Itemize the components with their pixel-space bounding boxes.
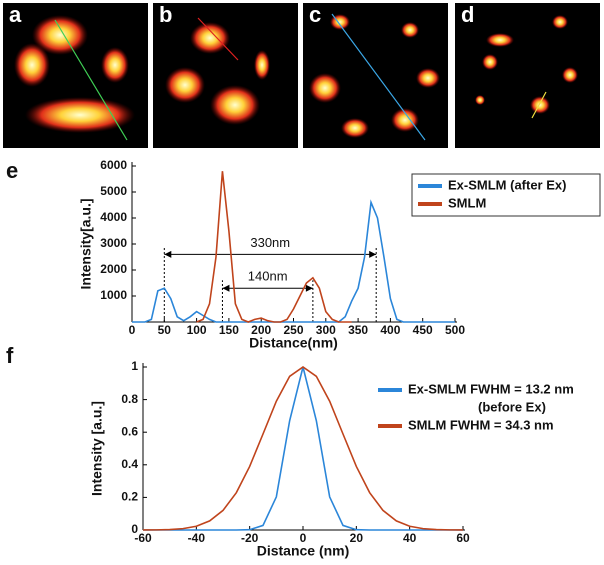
y-tick-label: 0.2 [121,490,138,504]
blobs-a [14,15,135,141]
x-tick-label: -20 [241,531,259,545]
blobs-d [475,15,578,119]
y-axis-label: Intensity[a.u.] [78,198,94,289]
x-tick-label: 40 [403,531,417,545]
y-tick-label: 5000 [100,184,127,198]
x-tick-label: 200 [251,323,271,337]
x-tick-label: 400 [380,323,400,337]
y-tick-label: 0.8 [121,392,138,406]
x-tick-label: 450 [413,323,433,337]
legend-label: Ex-SMLM (after Ex) [448,177,566,192]
image-d [455,3,600,148]
arrow-head [305,284,313,292]
x-tick-label: 20 [350,531,364,545]
x-tick-label: 350 [348,323,368,337]
series-line [196,171,352,323]
y-tick-label: 0.6 [121,424,138,438]
x-tick-label: 500 [445,323,465,337]
x-tick-label: 100 [187,323,207,337]
panel-label: e [6,158,18,183]
y-tick-label: 4000 [100,210,127,224]
panel-label: a [9,2,22,27]
x-tick-label: -60 [134,531,152,545]
x-tick-label: 50 [158,323,172,337]
arrow-head [222,284,230,292]
image-panels [3,3,600,148]
legend-label: Ex-SMLM FWHM = 13.2 nm [408,381,574,396]
legend-label: SMLM [448,195,486,210]
y-tick-label: 1 [131,359,138,373]
legend-label: SMLM FWHM = 34.3 nm [408,417,554,432]
series-line [132,199,455,323]
x-axis-label: Distance (nm) [257,543,350,559]
x-tick-label: 300 [316,323,336,337]
blobs-c [309,13,440,141]
x-tick-label: 150 [219,323,239,337]
annotation-label: 330nm [250,235,290,250]
blobs-b [165,17,270,125]
y-tick-label: 0 [131,522,138,536]
x-tick-label: 0 [129,323,136,337]
x-axis-label: Distance(nm) [249,335,338,351]
x-tick-label: 250 [283,323,303,337]
x-tick-label: 0 [300,531,307,545]
y-axis-label: Intensity [a.u.] [89,401,105,496]
arrow-head [164,250,172,258]
panel-label: b [159,2,172,27]
legend-label: (before Ex) [478,399,546,414]
x-tick-label: -40 [188,531,206,545]
x-tick-label: 60 [456,531,470,545]
annotation-label: 140nm [248,269,288,284]
y-tick-label: 6000 [100,158,127,172]
y-tick-label: 3000 [100,236,127,250]
y-tick-label: 1000 [100,288,127,302]
arrow-head [369,250,377,258]
panel-label: c [309,2,321,27]
panel-label: f [6,343,14,368]
legend-box [411,173,601,217]
y-tick-label: 0.4 [121,457,138,471]
series-line [142,366,464,531]
panel-label: d [461,2,474,27]
y-tick-label: 2000 [100,262,127,276]
